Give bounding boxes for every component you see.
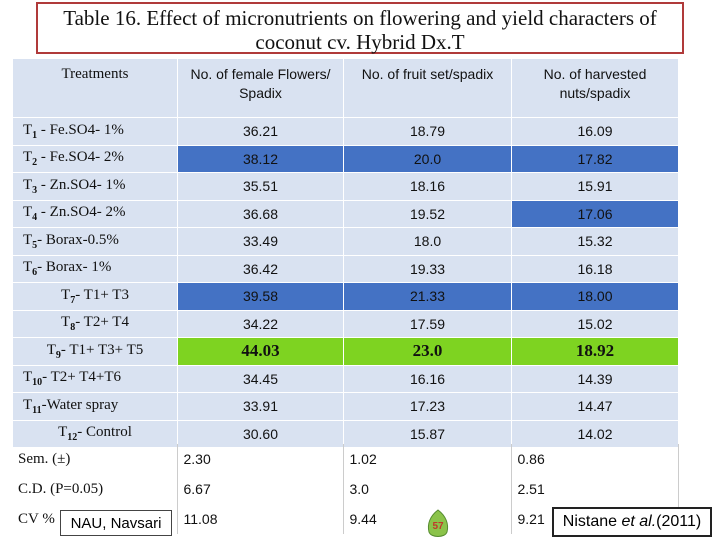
- sem-row: Sem. (±) 2.30 1.02 0.86: [12, 444, 679, 474]
- header-row: Treatments No. of female Flowers/ Spadix…: [12, 58, 679, 118]
- coconut-icon: [427, 509, 449, 537]
- cv-value: 9.44: [343, 504, 512, 534]
- value-cell: 36.21: [177, 117, 344, 146]
- value-cell: 18.79: [343, 117, 512, 146]
- treatment-cell: T10- T2+ T4+T6: [12, 364, 178, 393]
- value-cell: 34.22: [177, 309, 344, 338]
- sem-value: 2.30: [177, 444, 344, 474]
- value-cell: 36.68: [177, 199, 344, 228]
- treatment-cell: T5- Borax-0.5%: [12, 227, 178, 256]
- value-cell: 17.59: [343, 309, 512, 338]
- header-harvested-nuts: No. of harvested nuts/spadix: [511, 58, 679, 118]
- citation-etal: et al.: [621, 513, 657, 530]
- title-line-1: Table 16. Effect of micronutrients on fl…: [63, 6, 657, 30]
- value-cell: 16.09: [511, 117, 679, 146]
- value-cell: 17.23: [343, 392, 512, 421]
- value-cell: 35.51: [177, 172, 344, 201]
- table-row: T4 - Zn.SO4- 2% 36.68 19.52 17.06: [12, 199, 679, 228]
- table-row: T8- T2+ T4 34.22 17.59 15.02: [12, 309, 679, 338]
- treatment-cell: T4 - Zn.SO4- 2%: [12, 199, 178, 228]
- citation-year: (2011): [656, 513, 702, 530]
- header-treatments: Treatments: [12, 58, 178, 118]
- value-cell: 38.12: [177, 144, 344, 173]
- cd-value: 3.0: [343, 474, 512, 504]
- value-cell: 17.06: [511, 199, 679, 228]
- value-cell: 15.91: [511, 172, 679, 201]
- treatment-cell: T6- Borax- 1%: [12, 254, 178, 283]
- value-cell: 15.32: [511, 227, 679, 256]
- value-cell: 33.91: [177, 392, 344, 421]
- table-row: T7- T1+ T3 39.58 21.33 18.00: [12, 282, 679, 311]
- value-cell: 18.0: [343, 227, 512, 256]
- value-cell: 34.45: [177, 364, 344, 393]
- cv-value: 11.08: [177, 504, 344, 534]
- table-row: T3 - Zn.SO4- 1% 35.51 18.16 15.91: [12, 172, 679, 201]
- value-cell: 30.60: [177, 419, 344, 448]
- treatment-cell: T7- T1+ T3: [12, 282, 178, 311]
- cd-row: C.D. (P=0.05) 6.67 3.0 2.51: [12, 474, 679, 504]
- sem-value: 1.02: [343, 444, 512, 474]
- treatment-cell: T3 - Zn.SO4- 1%: [12, 172, 178, 201]
- header-fruit-set: No. of fruit set/spadix: [343, 58, 512, 118]
- treatment-cell: T12- Control: [12, 419, 178, 448]
- value-cell: 20.0: [343, 144, 512, 173]
- table-row: T11-Water spray 33.91 17.23 14.47: [12, 392, 679, 421]
- value-cell: 19.52: [343, 199, 512, 228]
- value-cell: 16.16: [343, 364, 512, 393]
- table-row: T2 - Fe.SO4- 2% 38.12 20.0 17.82: [12, 144, 679, 173]
- cd-value: 2.51: [511, 474, 679, 504]
- treatment-cell: T8- T2+ T4: [12, 309, 178, 338]
- treatment-cell: T11-Water spray: [12, 392, 178, 421]
- table-row: T6- Borax- 1% 36.42 19.33 16.18: [12, 254, 679, 283]
- slide-number: 57: [432, 521, 444, 532]
- value-cell: 18.92: [511, 337, 679, 366]
- sem-value: 0.86: [511, 444, 679, 474]
- treatment-cell: T1 - Fe.SO4- 1%: [12, 117, 178, 146]
- results-table: Treatments No. of female Flowers/ Spadix…: [12, 58, 679, 448]
- title-line-2: coconut cv. Hybrid Dx.T: [255, 30, 465, 54]
- value-cell: 15.02: [511, 309, 679, 338]
- treatment-cell: T2 - Fe.SO4- 2%: [12, 144, 178, 173]
- citation-box: Nistane et al. (2011): [552, 507, 712, 537]
- table-row: T5- Borax-0.5% 33.49 18.0 15.32: [12, 227, 679, 256]
- table-title: Table 16. Effect of micronutrients on fl…: [36, 2, 684, 54]
- sem-label: Sem. (±): [12, 444, 178, 474]
- value-cell: 14.47: [511, 392, 679, 421]
- value-cell: 33.49: [177, 227, 344, 256]
- value-cell: 18.16: [343, 172, 512, 201]
- value-cell: 19.33: [343, 254, 512, 283]
- cd-value: 6.67: [177, 474, 344, 504]
- value-cell: 36.42: [177, 254, 344, 283]
- value-cell: 39.58: [177, 282, 344, 311]
- value-cell: 14.39: [511, 364, 679, 393]
- table-row: T1 - Fe.SO4- 1% 36.21 18.79 16.09: [12, 117, 679, 146]
- treatment-cell: T9- T1+ T3+ T5: [12, 337, 178, 366]
- header-female-flowers: No. of female Flowers/ Spadix: [177, 58, 344, 118]
- value-cell: 16.18: [511, 254, 679, 283]
- table-row: T10- T2+ T4+T6 34.45 16.16 14.39: [12, 364, 679, 393]
- value-cell: 21.33: [343, 282, 512, 311]
- value-cell: 44.03: [177, 337, 344, 366]
- slide-number-badge: 57: [427, 509, 449, 537]
- cd-label: C.D. (P=0.05): [12, 474, 178, 504]
- table-row: T9- T1+ T3+ T5 44.03 23.0 18.92: [12, 337, 679, 366]
- value-cell: 14.02: [511, 419, 679, 448]
- value-cell: 18.00: [511, 282, 679, 311]
- citation-author: Nistane: [562, 513, 622, 530]
- value-cell: 17.82: [511, 144, 679, 173]
- institution-label: NAU, Navsari: [60, 510, 172, 536]
- value-cell: 23.0: [343, 337, 512, 366]
